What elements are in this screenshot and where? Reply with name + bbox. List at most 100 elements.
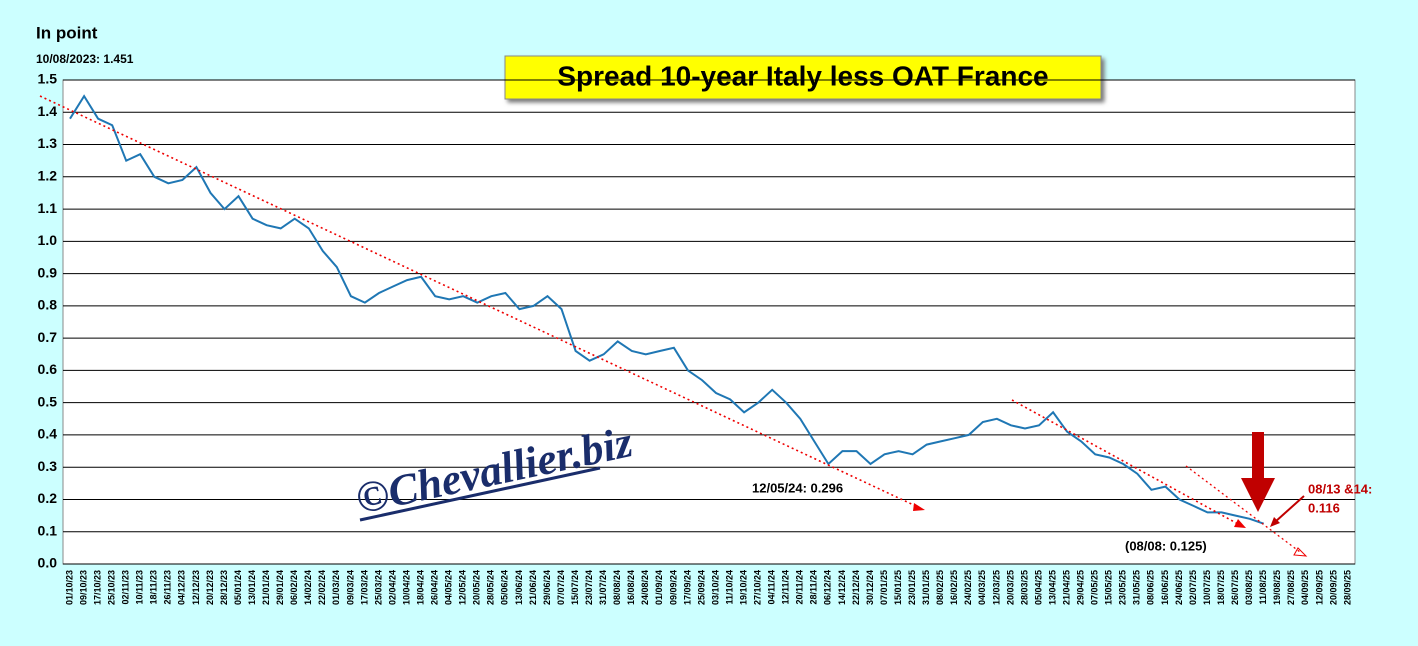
- trend-arrow: [1234, 519, 1246, 528]
- x-tick-label: 28/11/24: [809, 570, 819, 605]
- x-tick-label: 11/08/25: [1258, 570, 1268, 605]
- plot-area: [62, 79, 1356, 565]
- x-tick-label: 07/01/25: [879, 570, 889, 605]
- x-tick-label: 08/08/24: [612, 570, 622, 605]
- x-tick-label: 13/01/24: [247, 570, 257, 605]
- x-tick-label: 16/06/25: [1160, 570, 1170, 605]
- x-tick-label: 16/08/24: [626, 570, 636, 605]
- x-tick-label: 24/08/24: [640, 570, 650, 605]
- annotation: (08/08: 0.125): [1125, 538, 1207, 553]
- y-tick-label: 1.4: [38, 103, 58, 119]
- x-tick-label: 16/02/25: [949, 570, 959, 605]
- x-tick-label: 05/01/24: [233, 570, 243, 605]
- x-tick-label: 17/10/23: [92, 570, 102, 605]
- x-tick-label: 28/12/23: [219, 570, 229, 605]
- x-tick-label: 29/01/24: [275, 570, 285, 605]
- highlight-arrow: [1241, 432, 1275, 512]
- y-tick-label: 0.8: [38, 297, 58, 313]
- x-tick-label: 27/08/25: [1286, 570, 1296, 605]
- x-tick-label: 03/10/24: [710, 570, 720, 605]
- x-tick-label: 15/05/25: [1104, 570, 1114, 605]
- x-tick-label: 23/01/25: [907, 570, 917, 605]
- x-tick-label: 25/03/24: [373, 570, 383, 605]
- x-tick-label: 12/03/25: [991, 570, 1001, 605]
- trend-arrow: [913, 503, 925, 511]
- x-tick-label: 31/07/24: [598, 570, 608, 605]
- x-tick-label: 18/07/25: [1216, 570, 1226, 605]
- x-tick-label: 31/01/25: [921, 570, 931, 605]
- title-box: [504, 55, 1102, 100]
- x-tick-label: 10/07/25: [1202, 570, 1212, 605]
- y-tick-label: 0.2: [38, 490, 58, 506]
- x-tick-label: 01/10/23: [64, 570, 74, 605]
- x-tick-label: 25/09/24: [696, 570, 706, 605]
- x-tick-label: 13/06/24: [514, 570, 524, 605]
- x-tick-label: 30/12/24: [865, 570, 875, 605]
- x-tick-label: 09/10/23: [78, 570, 88, 605]
- annotation: 0.116: [1308, 500, 1340, 515]
- x-tick-label: 20/05/24: [472, 570, 482, 605]
- x-tick-label: 08/06/25: [1146, 570, 1156, 605]
- y-tick-label: 1.2: [38, 168, 58, 184]
- x-tick-label: 25/10/23: [107, 570, 117, 605]
- line-series: [69, 94, 1265, 525]
- x-tick-label: 26/07/25: [1230, 570, 1240, 605]
- y-tick-label: 0.9: [38, 264, 58, 280]
- y-tick-label: 1.0: [38, 232, 58, 248]
- y-tick-label: 0.1: [38, 522, 58, 538]
- x-tick-label: 26/11/23: [163, 570, 173, 605]
- x-tick-label: 18/04/24: [415, 570, 425, 605]
- y-tick-label: 1.3: [38, 135, 58, 151]
- x-tick-label: 04/12/23: [177, 570, 187, 605]
- x-tick-label: 01/09/24: [654, 570, 664, 605]
- y-tick-label: 0.6: [38, 361, 58, 377]
- x-tick-label: 03/08/25: [1244, 570, 1254, 605]
- x-tick-label: 18/11/23: [149, 570, 159, 605]
- x-tick-label: 28/03/25: [1019, 570, 1029, 605]
- y-tick-label: 0.4: [38, 426, 58, 442]
- x-tick-label: 20/09/25: [1328, 570, 1338, 605]
- x-tick-label: 04/03/25: [977, 570, 987, 605]
- x-tick-label: 23/05/25: [1118, 570, 1128, 605]
- annotation: 12/05/24: 0.296: [752, 480, 843, 495]
- x-tick-label: 29/06/24: [542, 570, 552, 605]
- y-tick-label: 1.5: [38, 71, 58, 87]
- x-tick-label: 22/02/24: [317, 570, 327, 605]
- x-tick-label: 13/04/25: [1047, 570, 1057, 605]
- annotation: 10/08/2023: 1.451: [36, 52, 134, 66]
- x-tick-label: 17/09/24: [682, 570, 692, 605]
- x-tick-label: 02/04/24: [387, 570, 397, 605]
- x-tick-label: 27/10/24: [753, 570, 763, 605]
- trend-arrow: [1293, 547, 1308, 557]
- x-tick-label: 20/11/24: [795, 570, 805, 605]
- x-tick-label: 22/12/24: [851, 570, 861, 605]
- x-tick-label: 15/07/24: [570, 570, 580, 605]
- x-tick-label: 21/06/24: [528, 570, 538, 605]
- pointer-head: [1270, 517, 1280, 527]
- x-tick-label: 28/09/25: [1342, 570, 1352, 605]
- x-tick-label: 12/09/25: [1314, 570, 1324, 605]
- x-tick-label: 07/05/25: [1090, 570, 1100, 605]
- x-tick-label: 10/11/23: [135, 570, 145, 605]
- x-tick-label: 07/07/24: [556, 570, 566, 605]
- chart-title: Spread 10-year Italy less OAT France: [557, 60, 1048, 91]
- x-tick-label: 14/12/24: [837, 570, 847, 605]
- x-tick-label: 26/04/24: [430, 570, 440, 605]
- y-tick-label: 1.1: [38, 200, 58, 216]
- annotation: 08/13 &14:: [1308, 481, 1372, 496]
- x-tick-label: 24/06/25: [1174, 570, 1184, 605]
- x-tick-label: 10/04/24: [401, 570, 411, 605]
- watermark-underline: [359, 466, 601, 522]
- x-tick-label: 23/07/24: [584, 570, 594, 605]
- x-tick-label: 05/04/25: [1033, 570, 1043, 605]
- x-tick-label: 09/03/24: [345, 570, 355, 605]
- x-tick-label: 14/02/24: [303, 570, 313, 605]
- x-tick-label: 12/12/23: [191, 570, 201, 605]
- x-tick-label: 12/05/24: [458, 570, 468, 605]
- x-tick-label: 04/05/24: [444, 570, 454, 605]
- x-tick-label: 06/12/24: [823, 570, 833, 605]
- x-tick-label: 02/07/25: [1188, 570, 1198, 605]
- x-tick-label: 15/01/25: [893, 570, 903, 605]
- x-tick-label: 09/09/24: [668, 570, 678, 605]
- y-tick-label: 0.7: [38, 329, 58, 345]
